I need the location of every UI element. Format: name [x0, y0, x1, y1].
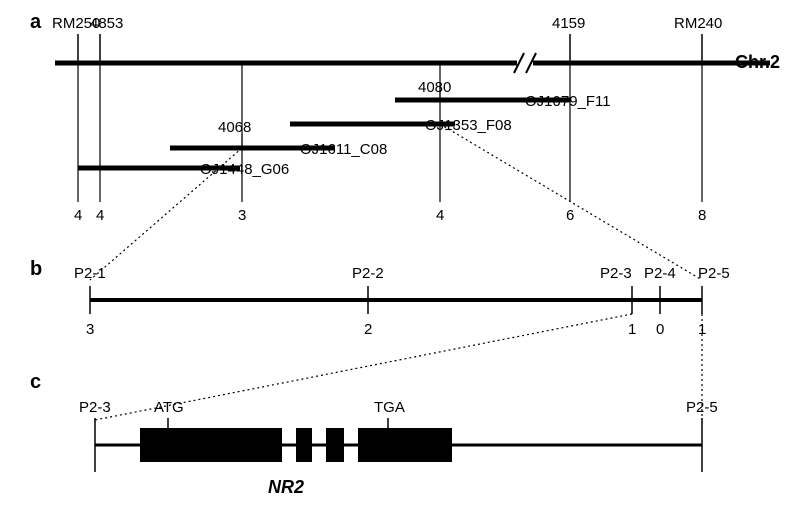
panel-a-label: a [30, 11, 42, 33]
panel-c-flank-label: P2-5 [686, 399, 718, 416]
gene-name: NR2 [268, 477, 304, 497]
panel-b-recombinant-count: 2 [364, 321, 372, 338]
panel-b-recombinant-count: 1 [628, 321, 636, 338]
panel-a-recombinant-count: 4 [74, 207, 82, 224]
chromosome-label: Chr.2 [735, 52, 780, 72]
zoom-dotted-line [440, 124, 702, 280]
bac-name: OJ1079_F11 [525, 93, 611, 110]
panel-b-marker-label: P2-5 [698, 265, 730, 282]
panel-b-marker-label: P2-2 [352, 265, 384, 282]
exon-box [140, 428, 282, 462]
exon-box [296, 428, 312, 462]
bac-name: OJ1448_G06 [200, 161, 289, 178]
panel-b-label: b [30, 258, 42, 280]
bac-name: OJ1353_F08 [425, 117, 512, 134]
codon-label: TGA [374, 399, 405, 416]
panel-c-label: c [30, 371, 41, 393]
exon-box [358, 428, 452, 462]
panel-a-top-marker-label: RM240 [674, 15, 722, 32]
panel-a-recombinant-count: 4 [96, 207, 104, 224]
panel-a-recombinant-count: 4 [436, 207, 444, 224]
codon-label: ATG [154, 399, 184, 416]
panel-b-marker-label: P2-3 [600, 265, 632, 282]
panel-a-top-marker-label: 4159 [552, 15, 585, 32]
panel-a-recombinant-count: 8 [698, 207, 706, 224]
panel-b-recombinant-count: 0 [656, 321, 664, 338]
panel-a-recombinant-count: 3 [238, 207, 246, 224]
panel-a-top-marker-label: 4853 [90, 15, 123, 32]
panel-a-recombinant-count: 6 [566, 207, 574, 224]
bac-marker-label: 4068 [218, 119, 251, 136]
exon-box [326, 428, 344, 462]
panel-b-marker-label: P2-1 [74, 265, 106, 282]
bac-name: OJ1611_C08 [300, 141, 387, 158]
bac-marker-label: 4080 [418, 79, 451, 96]
panel-b-marker-label: P2-4 [644, 265, 676, 282]
panel-b-recombinant-count: 3 [86, 321, 94, 338]
panel-c-flank-label: P2-3 [79, 399, 111, 416]
